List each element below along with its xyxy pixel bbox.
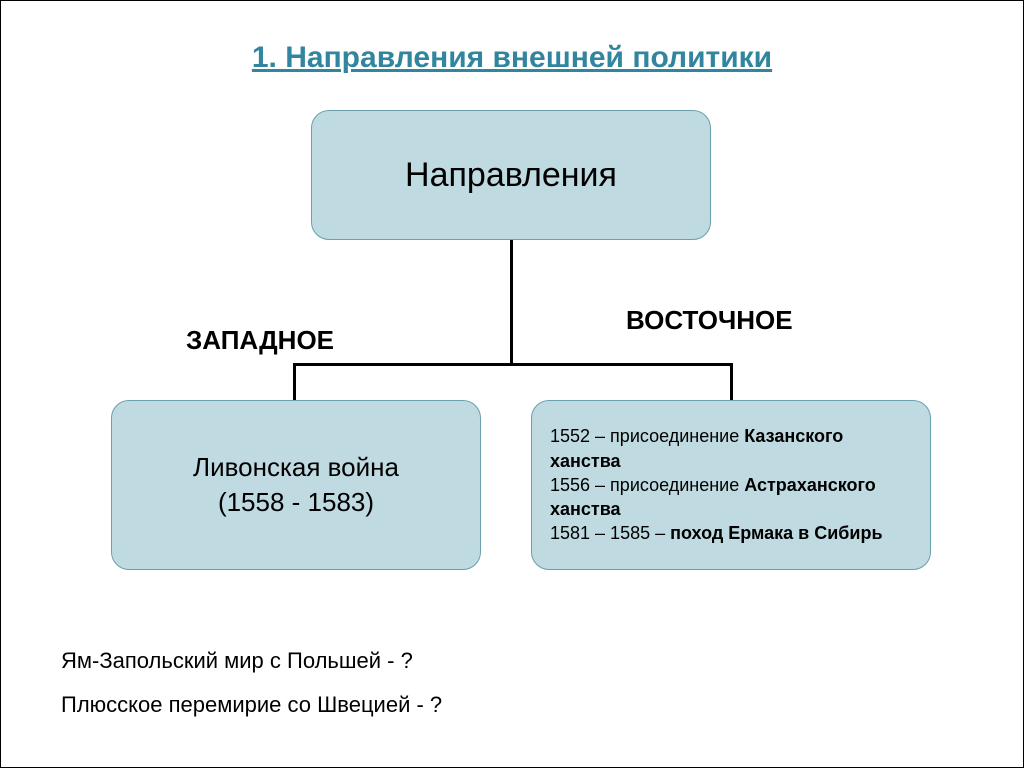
question-2: Плюсское перемирие со Швецией - ? <box>61 683 442 727</box>
questions-block: Ям-Запольский мир с Польшей - ? Плюсское… <box>61 639 442 727</box>
leaf-east: 1552 – присоединение Казанского ханства1… <box>531 400 931 570</box>
diagram: Направления ЗАПАДНОЕ ВОСТОЧНОЕ Ливонская… <box>61 110 963 580</box>
leaf-east-item: 1552 – присоединение Казанского ханства <box>550 424 912 473</box>
leaf-west: Ливонская война (1558 - 1583) <box>111 400 481 570</box>
root-node-label: Направления <box>405 156 617 195</box>
branch-label-west: ЗАПАДНОЕ <box>186 325 334 356</box>
leaf-west-line1: Ливонская война <box>193 450 399 485</box>
leaf-west-line2: (1558 - 1583) <box>218 485 374 520</box>
leaf-east-item-prefix: 1581 – 1585 – <box>550 523 670 543</box>
leaf-east-item: 1556 – присоединение Астраханского ханст… <box>550 473 912 522</box>
leaf-east-item: 1581 – 1585 – поход Ермака в Сибирь <box>550 521 912 545</box>
connector-right-down <box>730 363 733 401</box>
branch-label-east: ВОСТОЧНОЕ <box>626 305 793 336</box>
leaf-east-item-prefix: 1552 – присоединение <box>550 426 744 446</box>
leaf-east-item-bold: поход Ермака в Сибирь <box>670 523 882 543</box>
slide-container: 1. Направления внешней политики Направле… <box>1 1 1023 767</box>
slide-title: 1. Направления внешней политики <box>61 41 963 75</box>
leaf-east-item-prefix: 1556 – присоединение <box>550 475 744 495</box>
connector-left-down <box>293 363 296 401</box>
question-1: Ям-Запольский мир с Польшей - ? <box>61 639 442 683</box>
root-node: Направления <box>311 110 711 240</box>
connector-horizontal <box>293 363 733 366</box>
leaf-east-body: 1552 – присоединение Казанского ханства1… <box>550 424 912 545</box>
connector-root-down <box>510 240 513 366</box>
